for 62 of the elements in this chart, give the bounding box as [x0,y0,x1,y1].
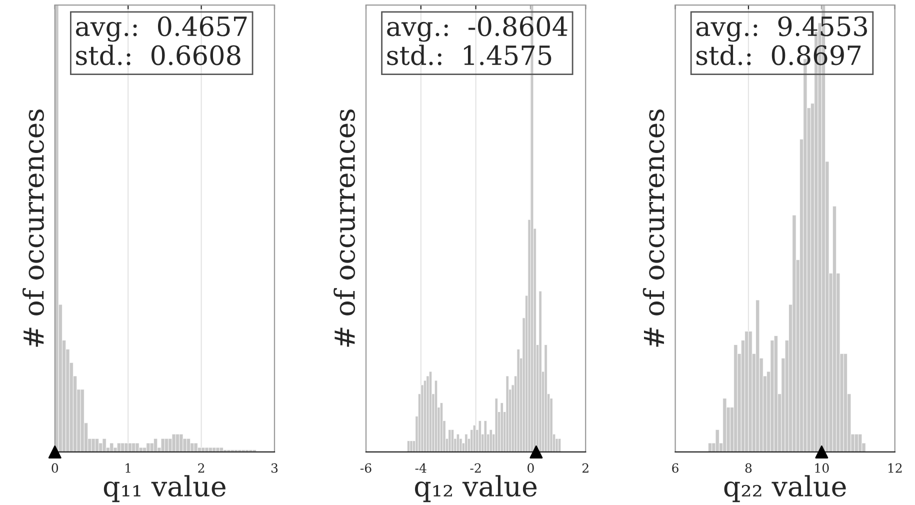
x-tick-label: -6 [360,463,372,473]
bar [204,447,209,452]
bar [792,214,796,452]
bar [544,344,548,452]
bar [756,300,760,452]
bar [80,389,84,452]
bar [538,290,542,452]
bar [94,438,100,452]
x-tick-label: 12 [888,463,902,473]
bar [494,398,498,452]
bar [135,442,140,452]
y-axis-title: # of occurrences [22,110,44,347]
x-tick-label: 1 [126,463,130,473]
x-tick-label: 10 [815,463,829,473]
bar [555,438,558,452]
bar [858,434,862,452]
bar [500,402,504,452]
bar [182,438,187,452]
x-tick-label: -4 [415,463,426,473]
bar [91,438,96,452]
x-tick-label: 6 [672,463,678,473]
bar [484,420,487,452]
x-tick-label: -2 [470,463,481,473]
bar [774,336,778,452]
annotation: std.: 0.6608 [76,44,240,66]
bar [160,438,165,452]
bar [489,429,492,452]
x-tick-label: 8 [745,463,752,473]
bar [172,434,176,452]
bar [124,442,128,452]
bar [216,447,220,452]
bar [186,438,191,452]
bar [516,348,520,452]
bar [410,440,413,452]
annotation: avg.: 9.4553 [696,16,867,42]
bar [448,429,452,452]
bar [154,438,158,452]
y-axis-title: # of occurrences [642,110,664,347]
x-tick-label: 0 [528,463,534,473]
annotation: std.: 0.8697 [696,44,861,66]
bar [722,398,727,452]
x-axis-title: q₁₁ value [104,475,226,502]
annotation: std.: 1.4575 [387,44,552,66]
bar [478,420,482,452]
bar [459,438,462,452]
x-tick-label: 3 [271,463,278,473]
bar [110,442,114,452]
annotation: avg.: 0.4657 [76,16,247,42]
x-tick-label: 2 [198,463,204,473]
x-axis-title: q₁₂ value [415,475,537,502]
bar [843,353,848,452]
x-axis-title: q₂₂ value [724,475,846,502]
bar [194,442,198,452]
bar [102,438,106,452]
x-tick-label: 0 [52,463,58,473]
bar [558,438,562,452]
bar [715,429,720,452]
annotation: avg.: -0.8604 [387,16,568,42]
y-axis-title: # of occurrences [334,110,356,347]
bar [506,376,509,452]
bar [748,331,752,452]
x-tick-label: 2 [582,463,588,473]
